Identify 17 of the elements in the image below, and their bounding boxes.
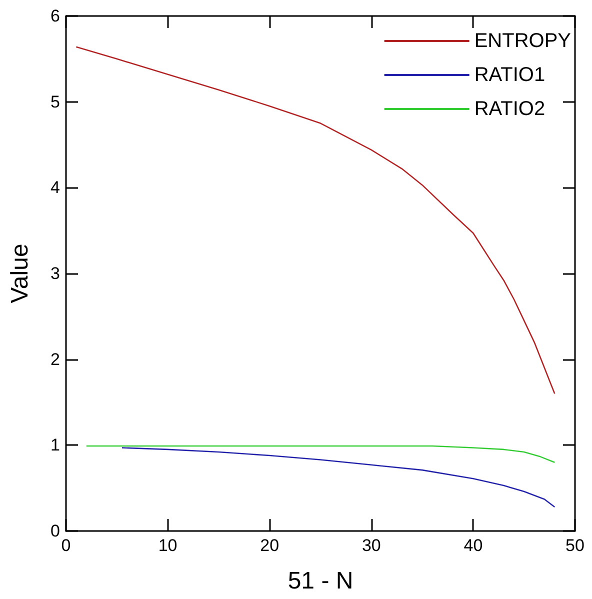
legend-label: RATIO2 <box>474 98 546 120</box>
y-axis-title: Value <box>6 244 34 304</box>
y-tick-label: 4 <box>50 178 60 198</box>
x-tick-label: 40 <box>464 536 483 555</box>
x-tick-label: 20 <box>260 536 280 555</box>
legend-label: RATIO1 <box>474 64 546 86</box>
y-tick-label: 0 <box>50 522 60 540</box>
legend-label: ENTROPY <box>474 30 572 52</box>
y-tick-label: 6 <box>50 6 60 26</box>
x-tick-label: 10 <box>158 536 178 555</box>
x-tick-label: 30 <box>362 536 381 555</box>
x-axis-title: 51 - N <box>288 568 354 594</box>
y-tick-label: 3 <box>50 264 60 283</box>
y-tick-label: 5 <box>50 92 60 112</box>
y-tick-label: 2 <box>50 350 60 369</box>
x-tick-label: 50 <box>566 536 584 555</box>
y-tick-label: 1 <box>50 436 60 455</box>
